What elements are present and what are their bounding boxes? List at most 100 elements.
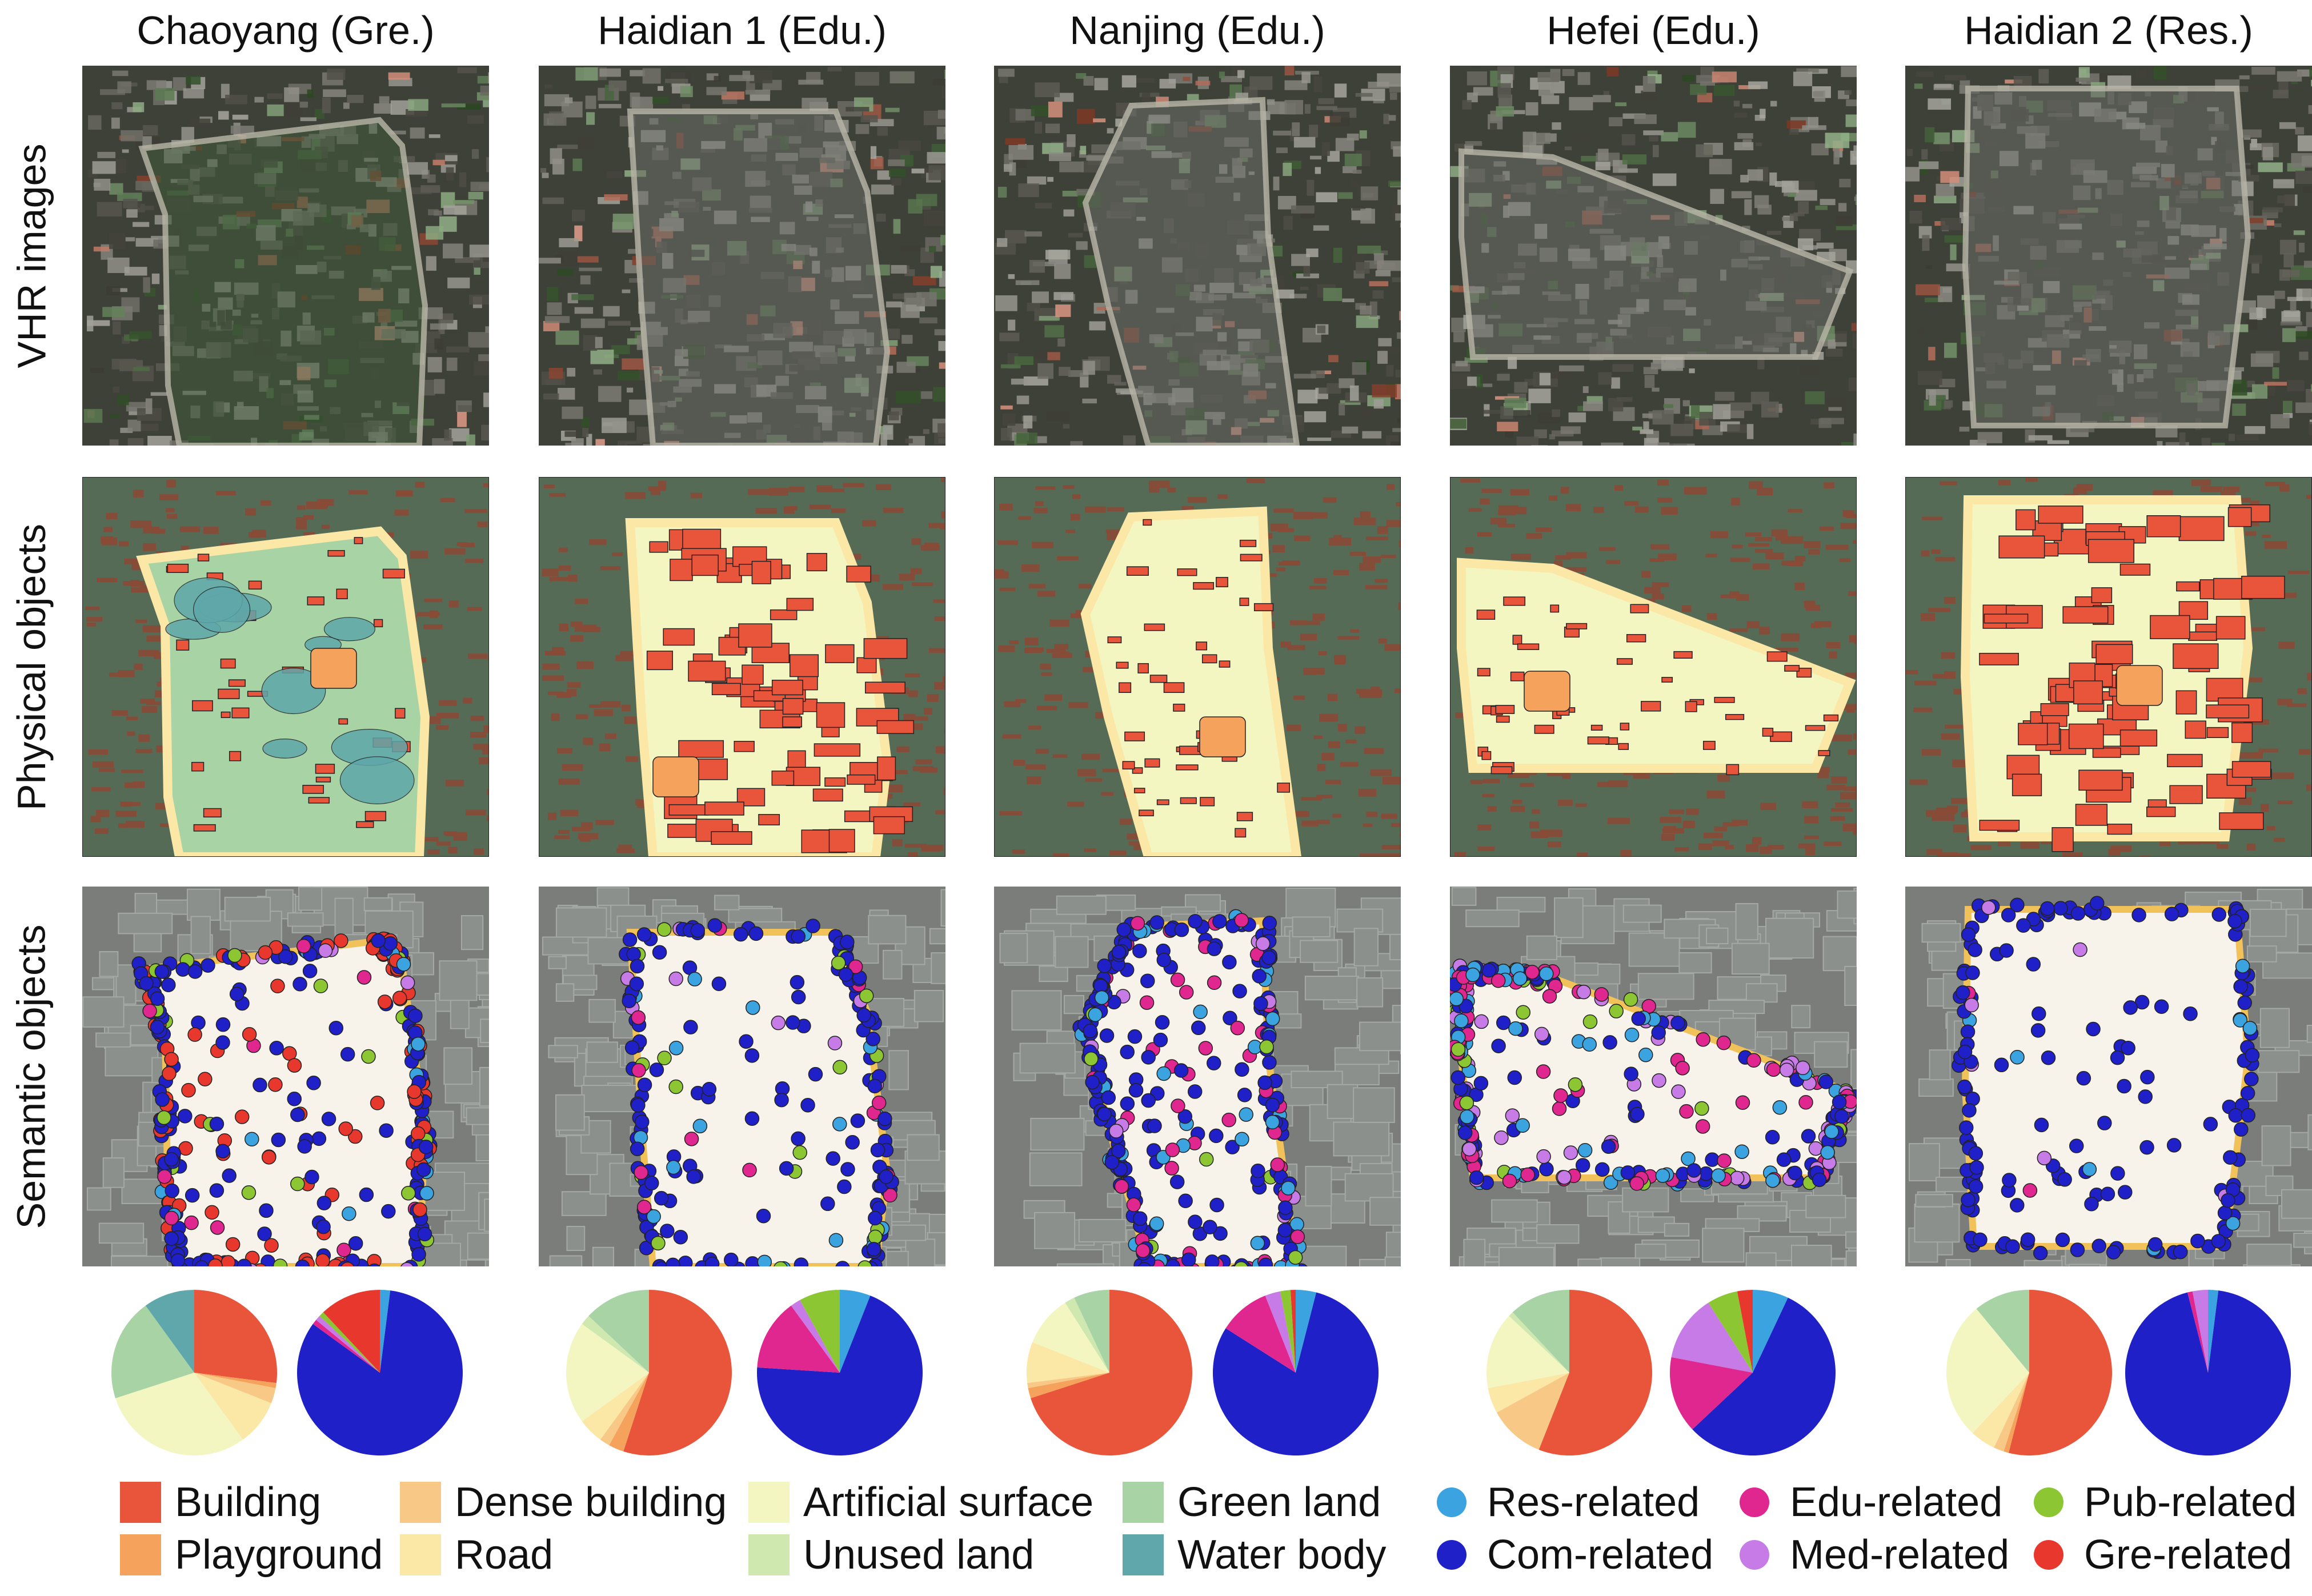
pie-slice-road — [582, 1373, 649, 1440]
pie-slice-com-related — [1692, 1297, 1836, 1455]
pie-slice-dense-building — [194, 1373, 276, 1403]
vhr-image-hefei — [1450, 66, 1857, 446]
pie-slice-res-related — [1753, 1290, 1788, 1373]
pie-slice-green-land — [1512, 1290, 1569, 1373]
semantic-objects-map-chaoyang — [82, 887, 489, 1266]
pie-slice-gre-related — [1290, 1290, 1296, 1373]
semantic-objects-map-haidian-2 — [1905, 887, 2312, 1266]
pie-slice-building — [194, 1290, 277, 1384]
pie-semantic-haidian-1 — [754, 1287, 925, 1458]
pie-semantic-hefei — [1667, 1287, 1838, 1458]
legend-item-playground: Playground — [120, 1532, 383, 1578]
column-title-nanjing: Nanjing (Edu.) — [1069, 8, 1325, 53]
pie-slice-com-related — [297, 1290, 463, 1455]
legend-item-dense-building: Dense building — [400, 1479, 727, 1525]
legend: Building Playground Dense building Road … — [0, 1479, 2312, 1594]
legend-swatch-unused-land — [748, 1534, 790, 1575]
pie-physical-hefei — [1484, 1287, 1655, 1458]
legend-dot-edu-related — [1740, 1487, 1769, 1517]
pie-slice-playground — [2004, 1373, 2029, 1453]
column-title-chaoyang: Chaoyang (Gre.) — [137, 8, 435, 53]
pie-slice-med-related — [316, 1316, 380, 1373]
column-title-haidian-1: Haidian 1 (Edu.) — [598, 8, 887, 53]
semantic-objects-map-haidian-1 — [539, 887, 945, 1266]
row-label-semantic-objects: Semantic objects — [9, 924, 54, 1229]
pie-slice-gre-related — [323, 1290, 380, 1373]
pie-slice-res-related — [840, 1290, 871, 1373]
legend-dot-res-related — [1437, 1487, 1466, 1517]
semantic-objects-map-hefei — [1450, 887, 1857, 1266]
legend-item-water-body: Water body — [1123, 1532, 1386, 1578]
row-label-physical-objects: Physical objects — [9, 523, 54, 811]
pie-slice-res-related — [1296, 1290, 1317, 1373]
physical-objects-map-haidian-1 — [539, 477, 945, 857]
column-title-hefei: Hefei (Edu.) — [1546, 8, 1760, 53]
pie-slice-pub-related — [800, 1290, 840, 1373]
legend-swatch-road — [400, 1534, 441, 1575]
pie-slice-water-body — [145, 1290, 194, 1373]
pie-slice-road — [1488, 1373, 1569, 1413]
legend-dot-com-related — [1437, 1540, 1466, 1570]
legend-item-unused-land: Unused land — [748, 1532, 1034, 1578]
legend-item-building: Building — [120, 1479, 321, 1525]
column-title-haidian-2: Haidian 2 (Res.) — [1964, 8, 2253, 53]
legend-item-gre-related: Gre-related — [2034, 1532, 2292, 1578]
row-label-vhr-images: VHR images — [9, 143, 54, 368]
physical-objects-map-nanjing — [994, 477, 1401, 857]
legend-swatch-dense-building — [400, 1482, 441, 1523]
legend-item-green-land: Green land — [1123, 1479, 1381, 1525]
legend-item-edu-related: Edu-related — [1740, 1479, 2002, 1525]
pie-slice-med-related — [2192, 1290, 2208, 1373]
legend-swatch-water-body — [1123, 1534, 1164, 1575]
legend-dot-gre-related — [2034, 1540, 2063, 1570]
pie-slice-med-related — [791, 1300, 840, 1373]
pie-slice-road — [1027, 1342, 1109, 1384]
pie-slice-edu-related — [1225, 1296, 1296, 1373]
pie-slice-building — [623, 1290, 732, 1455]
pie-slice-green-land — [1074, 1290, 1109, 1373]
pie-slice-playground — [194, 1373, 277, 1389]
legend-item-com-related: Com-related — [1437, 1532, 1713, 1578]
pie-semantic-chaoyang — [294, 1287, 466, 1458]
pie-slice-med-related — [1265, 1291, 1296, 1373]
legend-dot-med-related — [1740, 1540, 1769, 1570]
pie-slice-com-related — [757, 1296, 923, 1455]
pie-slice-artificial-surface — [566, 1324, 649, 1422]
pie-slice-dense-building — [1994, 1373, 2029, 1451]
pie-slice-unused-land — [582, 1316, 649, 1373]
vhr-image-chaoyang — [82, 66, 489, 446]
pie-slice-road — [1972, 1373, 2029, 1448]
pie-slice-edu-related — [1670, 1357, 1753, 1430]
pie-slice-pub-related — [319, 1312, 380, 1373]
pie-slice-unused-land — [1065, 1297, 1109, 1373]
physical-objects-map-haidian-2 — [1905, 477, 2312, 857]
pie-slice-res-related — [380, 1290, 391, 1373]
pie-slice-gre-related — [1737, 1290, 1753, 1373]
legend-swatch-building — [120, 1482, 161, 1523]
semantic-objects-map-nanjing — [994, 887, 1401, 1266]
legend-dot-pub-related — [2034, 1487, 2063, 1517]
legend-item-med-related: Med-related — [1740, 1532, 2009, 1578]
pie-slice-dense-building — [600, 1373, 649, 1446]
pie-physical-haidian-2 — [1944, 1287, 2115, 1458]
pie-physical-haidian-1 — [563, 1287, 735, 1458]
pie-slice-playground — [609, 1373, 649, 1451]
pie-slice-artificial-surface — [1032, 1302, 1109, 1373]
pie-slice-artificial-surface — [1486, 1316, 1569, 1389]
pie-slice-building — [1031, 1290, 1192, 1455]
pie-slice-com-related — [2125, 1290, 2291, 1455]
pie-slice-com-related — [1213, 1292, 1379, 1455]
pie-slice-pub-related — [1708, 1291, 1753, 1373]
pie-semantic-nanjing — [1210, 1287, 1381, 1458]
legend-swatch-green-land — [1123, 1482, 1164, 1523]
legend-swatch-playground — [120, 1534, 161, 1575]
pie-slice-road — [194, 1373, 271, 1440]
pie-slice-artificial-surface — [1946, 1309, 2029, 1433]
legend-item-res-related: Res-related — [1437, 1479, 1700, 1525]
physical-objects-map-chaoyang — [82, 477, 489, 857]
pie-slice-artificial-surface — [115, 1373, 243, 1455]
pie-slice-green-land — [1976, 1290, 2029, 1373]
pie-slice-unused-land — [1509, 1312, 1569, 1373]
pie-slice-green-land — [588, 1290, 649, 1373]
pie-slice-dense-building — [1027, 1373, 1109, 1389]
